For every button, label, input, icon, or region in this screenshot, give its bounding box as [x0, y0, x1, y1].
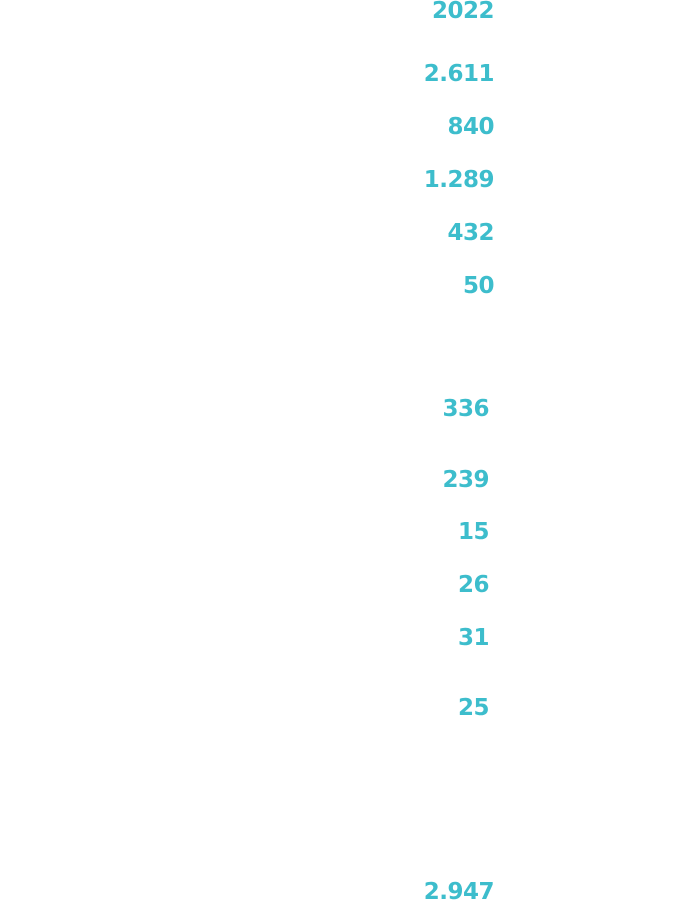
year-header: 2022 [431, 0, 495, 24]
value-cell: 239 [442, 467, 489, 493]
value-cell: 50 [462, 273, 495, 299]
value-cell: 31 [457, 625, 490, 651]
value-cell: 25 [457, 695, 490, 721]
value-cell: 1.289 [423, 167, 495, 193]
value-cell: 15 [457, 519, 490, 545]
value-cell: 2.611 [423, 61, 495, 87]
total-value: 2.947 [423, 879, 495, 905]
value-cell: 432 [447, 220, 494, 246]
value-cell: 336 [442, 396, 489, 422]
value-cell: 26 [457, 572, 490, 598]
value-cell: 840 [447, 114, 494, 140]
